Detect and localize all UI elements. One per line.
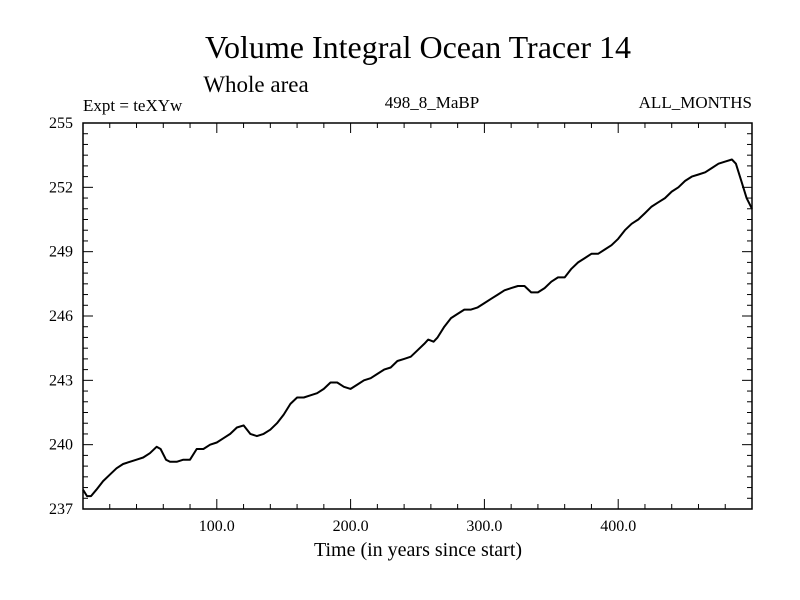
plot-frame <box>82 122 753 510</box>
chart-subtitle: Whole area <box>203 72 308 97</box>
y-tick-label: 249 <box>49 244 73 261</box>
y-tick-label: 246 <box>49 308 73 325</box>
chart-title: Volume Integral Ocean Tracer 14 <box>205 29 631 65</box>
months-label: ALL_MONTHS <box>639 93 752 112</box>
x-axis-label: Time (in years since start) <box>314 539 522 561</box>
x-tick-label: 200.0 <box>333 518 369 535</box>
y-axis-ticks <box>83 122 752 510</box>
y-axis-tick-labels: 237 240 243 246 249 252 255 <box>49 115 73 518</box>
x-tick-label: 400.0 <box>600 518 636 535</box>
x-axis-tick-labels: 100.0 200.0 300.0 400.0 <box>199 518 636 535</box>
x-axis-ticks <box>109 123 726 509</box>
x-tick-label: 100.0 <box>199 518 235 535</box>
y-tick-label: 240 <box>49 437 73 454</box>
x-tick-label: 300.0 <box>466 518 502 535</box>
series-line <box>82 158 753 498</box>
y-tick-label: 243 <box>49 372 73 389</box>
run-label: 498_8_MaBP <box>385 93 479 112</box>
y-tick-label: 252 <box>49 179 73 196</box>
y-tick-label: 255 <box>49 115 73 132</box>
y-tick-label: 237 <box>49 501 73 518</box>
expt-label: Expt = teXYw <box>83 96 183 115</box>
